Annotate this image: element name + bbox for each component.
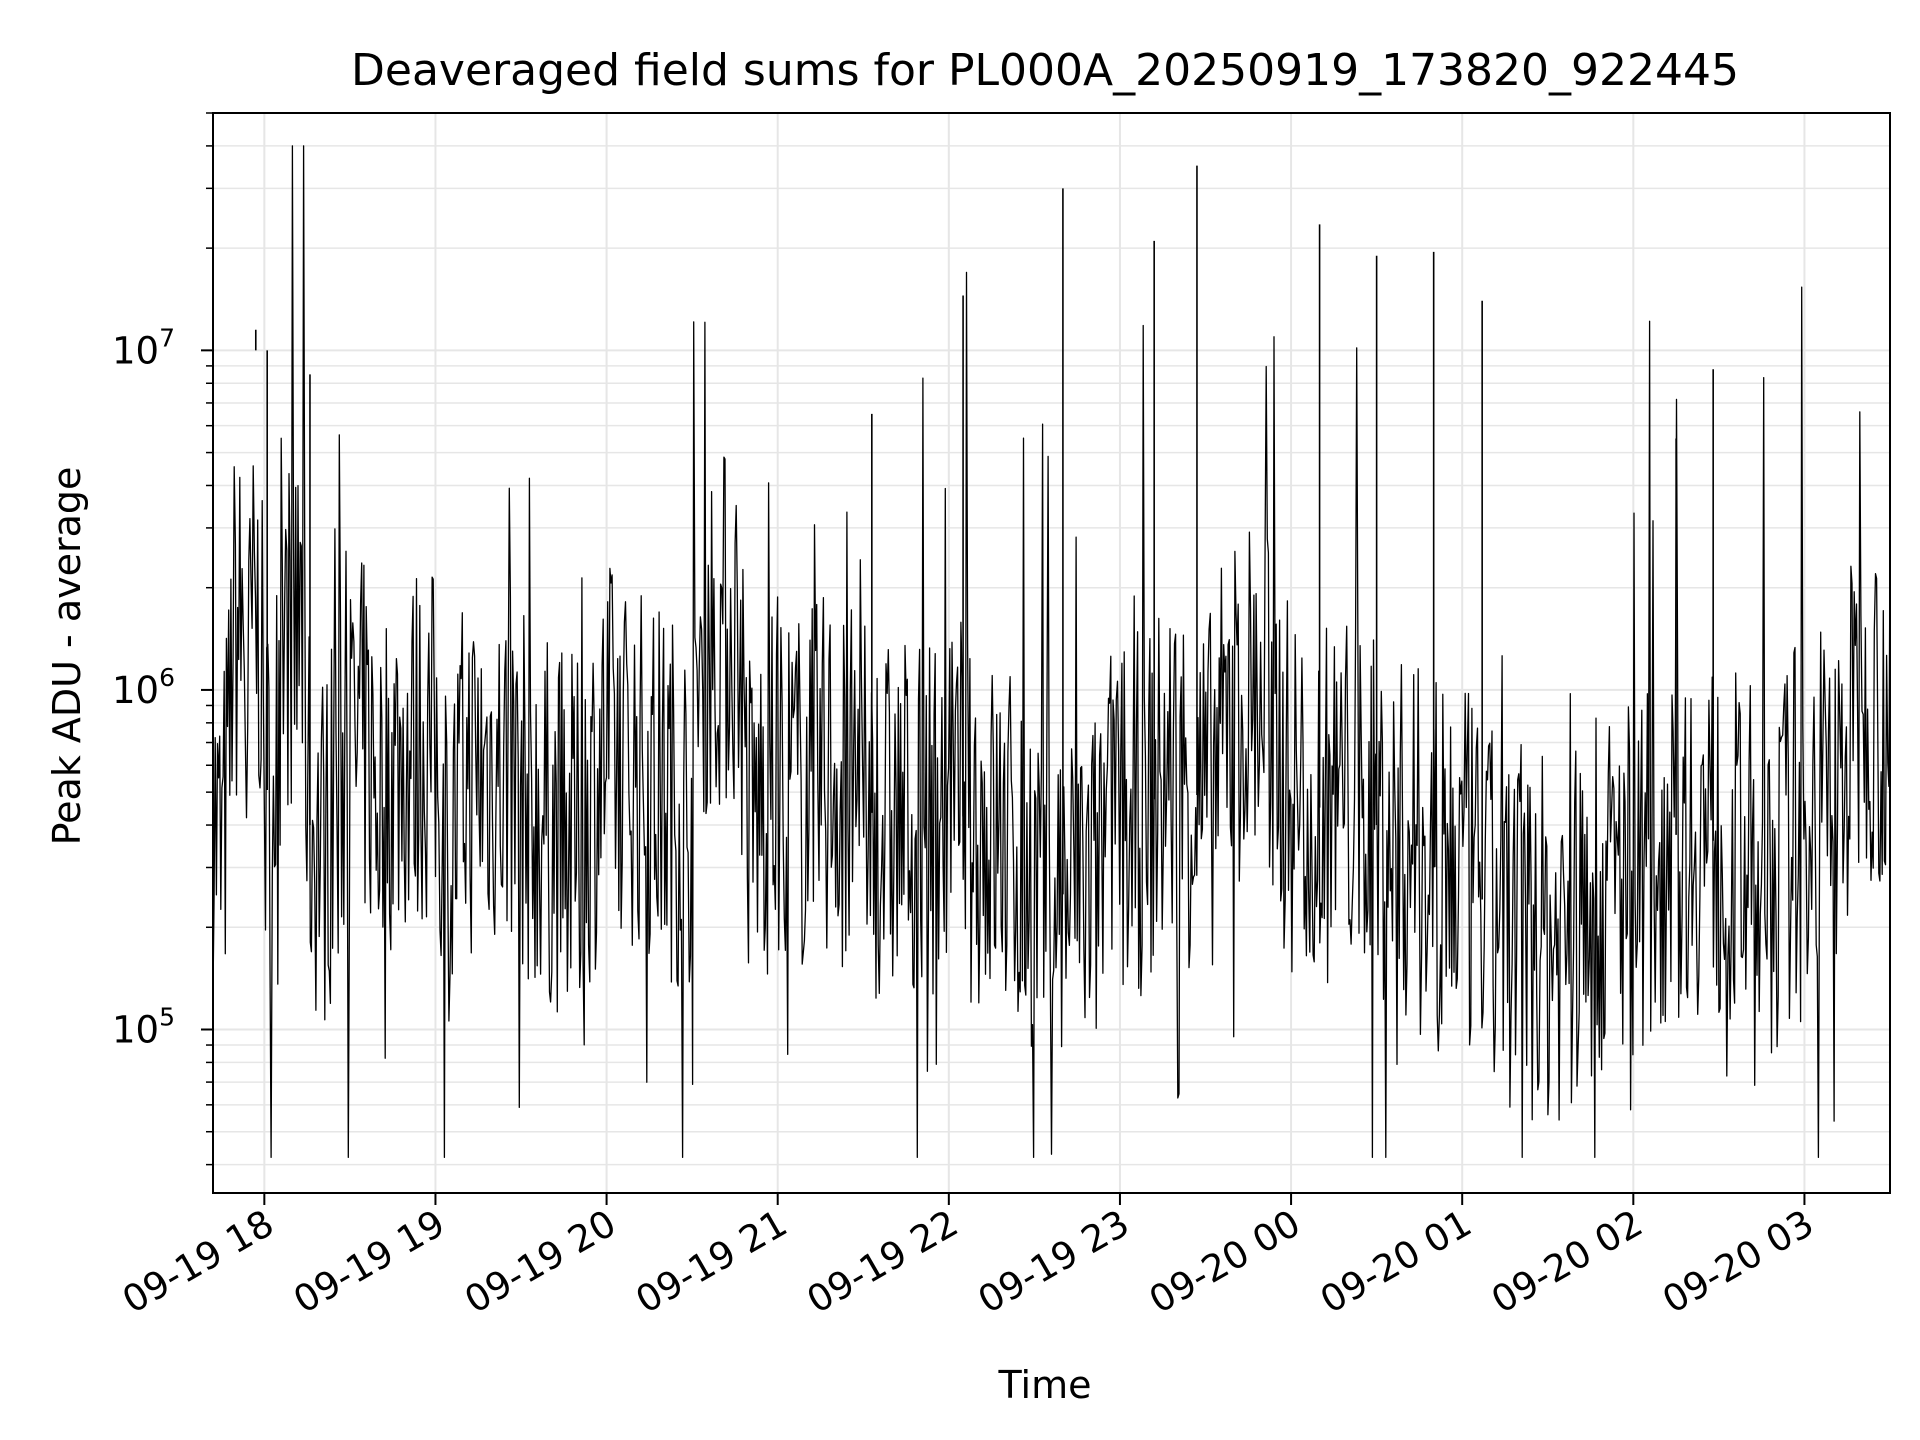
plot-frame [212,112,1891,1194]
y-tick-base: 10 [112,1008,159,1051]
series-layer [212,145,1891,1159]
y-tick-base: 10 [112,329,159,372]
y-tick-label: 107 [112,323,175,372]
y-tick-exponent: 6 [159,663,175,692]
y-tick-exponent: 7 [159,323,175,352]
chart-title: Deaveraged field sums for PL000A_2025091… [351,45,1739,96]
x-axis-label: Time [998,1363,1092,1407]
y-tick-label: 106 [112,663,175,712]
series-line [212,145,1891,1159]
y-axis-label: Peak ADU - average [45,467,89,846]
y-tick-base: 10 [112,669,159,712]
y-tick-exponent: 5 [159,1002,175,1031]
y-tick-label: 105 [112,1002,175,1051]
